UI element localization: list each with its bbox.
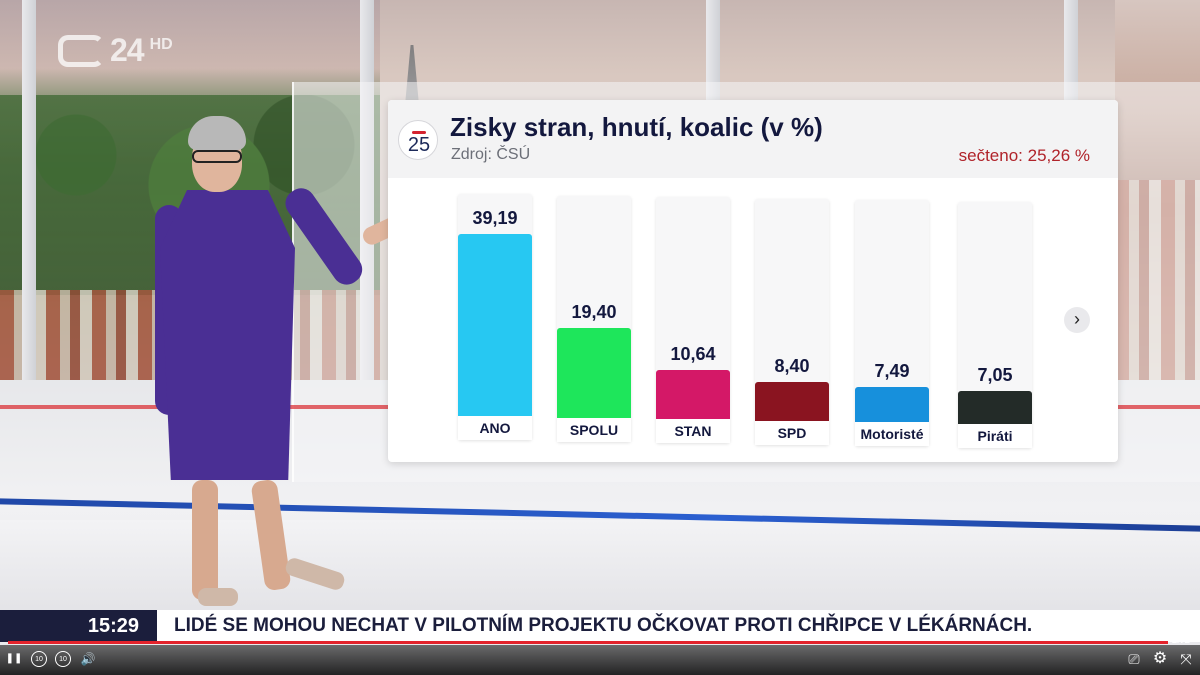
presenter-hair bbox=[188, 116, 246, 150]
badge-accent bbox=[412, 131, 426, 134]
live-label: ŽIVĚ bbox=[1172, 636, 1190, 645]
presenter bbox=[150, 110, 410, 610]
bar-value-label: 39,19 bbox=[472, 208, 518, 228]
bar-category-label: SPOLU bbox=[557, 417, 631, 442]
bar bbox=[656, 370, 730, 420]
forward-10-button[interactable]: 10 bbox=[55, 651, 71, 667]
ticker-clock: 15:29 bbox=[0, 610, 157, 642]
bar-column-spolu: 19,40 SPOLU bbox=[557, 195, 631, 442]
settings-button[interactable]: ⚙ bbox=[1152, 650, 1168, 667]
ct-logo-icon bbox=[58, 34, 104, 67]
bar-category-label: Piráti bbox=[958, 424, 1032, 448]
bar-value-label: 8,40 bbox=[774, 355, 810, 376]
rewind-10-button[interactable]: 10 bbox=[31, 651, 47, 667]
bar-category-label: STAN bbox=[656, 419, 730, 444]
bar-value-label: 10,64 bbox=[670, 344, 716, 365]
bar-category-label: Motoristé bbox=[855, 422, 929, 447]
bar bbox=[855, 387, 929, 423]
playback-progress-bar[interactable] bbox=[8, 641, 1168, 644]
logo-hd: HD bbox=[149, 35, 173, 53]
next-page-button[interactable]: › bbox=[1064, 307, 1090, 333]
news-ticker: 15:29 LIDÉ SE MOHOU NECHAT V PILOTNÍM PR… bbox=[0, 610, 1200, 642]
fullscreen-button[interactable]: ⤧ bbox=[1180, 651, 1192, 667]
channel-logo: 24 HD bbox=[58, 32, 173, 69]
bar-value-label: 7,49 bbox=[874, 361, 910, 382]
bar-column-piráti: 7,05 Piráti bbox=[958, 202, 1032, 448]
chevron-right-icon: › bbox=[1074, 309, 1080, 329]
badge-number: 25 bbox=[407, 134, 431, 156]
logo-text: 24 bbox=[110, 32, 145, 68]
pause-button[interactable]: ❚❚ bbox=[5, 653, 23, 664]
player-controls: ❚❚ 10 10 🔊 ⎚ ⚙ ⤧ bbox=[0, 645, 1200, 675]
bar-value-label: 19,40 bbox=[571, 301, 617, 322]
card-title: Zisky stran, hnutí, koalic (v %) bbox=[450, 112, 823, 142]
bar-category-label: ANO bbox=[458, 416, 532, 440]
ticker-headline: LIDÉ SE MOHOU NECHAT V PILOTNÍM PROJEKTU… bbox=[174, 615, 1033, 636]
presenter-leg bbox=[192, 480, 218, 600]
counted-status: sečteno: 25,26 % bbox=[958, 146, 1090, 165]
presenter-dress bbox=[160, 190, 295, 480]
bar-category-label: SPD bbox=[755, 420, 829, 445]
bar-column-stan: 10,64 STAN bbox=[656, 197, 730, 444]
presenter-leg bbox=[250, 478, 292, 592]
results-card: 25 Zisky stran, hnutí, koalic (v %) Zdro… bbox=[388, 100, 1118, 462]
election-badge-icon: 25 bbox=[398, 120, 438, 160]
window-frame bbox=[22, 0, 36, 380]
bar-column-ano: 39,19 ANO bbox=[458, 194, 532, 440]
cast-button[interactable]: ⎚ bbox=[1128, 651, 1140, 667]
bar-value-label: 7,05 bbox=[977, 365, 1013, 385]
presenter-shoe bbox=[198, 588, 238, 606]
volume-button[interactable]: 🔊 bbox=[80, 652, 96, 666]
presenter-shoe bbox=[283, 556, 347, 592]
bar bbox=[557, 327, 631, 418]
card-header: 25 Zisky stran, hnutí, koalic (v %) Zdro… bbox=[388, 100, 1118, 178]
card-source: Zdroj: ČSÚ bbox=[451, 146, 531, 163]
presenter-glasses bbox=[192, 150, 242, 163]
bar-column-motoristé: 7,49 Motoristé bbox=[855, 200, 929, 447]
bar bbox=[458, 234, 532, 416]
bar bbox=[755, 381, 829, 421]
bar-column-spd: 8,40 SPD bbox=[755, 198, 829, 445]
bar bbox=[958, 391, 1032, 424]
